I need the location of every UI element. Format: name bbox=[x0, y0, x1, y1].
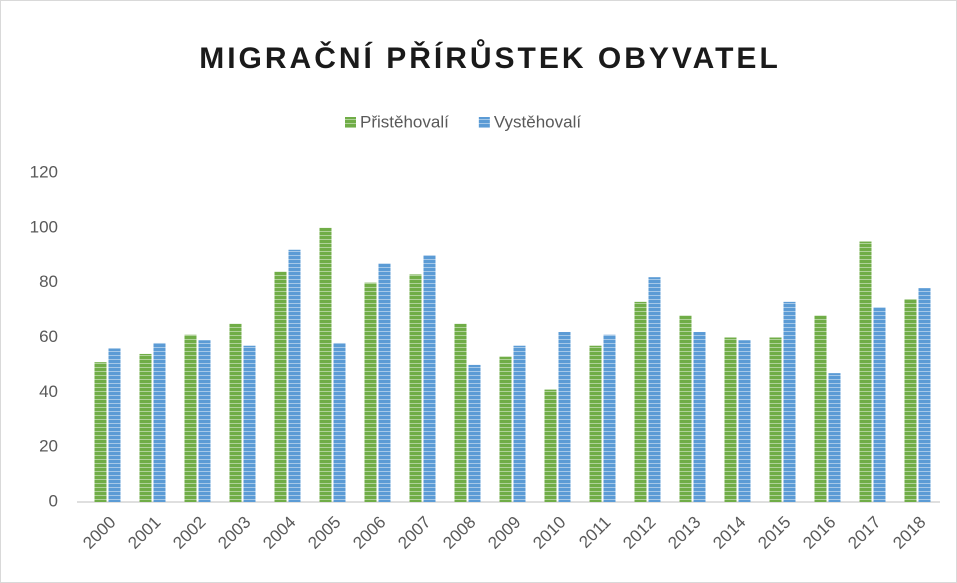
bar bbox=[904, 299, 917, 502]
bar bbox=[468, 364, 481, 502]
bar bbox=[108, 348, 121, 502]
bar bbox=[243, 345, 256, 502]
bar bbox=[423, 255, 436, 502]
legend-swatch bbox=[345, 117, 356, 128]
chart-title: MIGRAČNÍ PŘÍRŮSTEK OBYVATEL bbox=[199, 39, 781, 75]
bar bbox=[918, 288, 931, 502]
bar bbox=[859, 241, 872, 502]
y-tick-label: 80 bbox=[39, 272, 58, 291]
bar bbox=[738, 340, 751, 502]
bar bbox=[229, 323, 242, 502]
bar bbox=[634, 301, 647, 502]
bar bbox=[198, 340, 211, 502]
legend-swatch bbox=[478, 117, 490, 128]
bar bbox=[333, 342, 346, 502]
bar bbox=[724, 337, 737, 502]
bar bbox=[378, 263, 391, 502]
bar bbox=[589, 345, 602, 502]
bar bbox=[94, 362, 107, 502]
y-tick-label: 120 bbox=[30, 162, 58, 181]
bar bbox=[679, 315, 692, 502]
y-tick-label: 40 bbox=[39, 382, 58, 401]
bar bbox=[454, 323, 467, 502]
bar bbox=[184, 334, 197, 502]
bar bbox=[364, 282, 377, 502]
bar bbox=[648, 277, 661, 502]
bar bbox=[783, 301, 796, 502]
bar bbox=[828, 373, 841, 502]
bar bbox=[274, 271, 287, 502]
y-tick-label: 0 bbox=[49, 491, 58, 510]
legend-label: Vystěhovalí bbox=[494, 112, 582, 131]
y-tick-label: 60 bbox=[39, 327, 58, 346]
bar bbox=[288, 249, 301, 502]
bar bbox=[319, 227, 332, 503]
bar bbox=[693, 332, 706, 502]
bar bbox=[603, 334, 616, 502]
bar bbox=[544, 389, 557, 502]
y-tick-label: 100 bbox=[30, 217, 58, 236]
bar bbox=[513, 345, 526, 502]
bar bbox=[873, 307, 886, 502]
bar bbox=[153, 342, 166, 502]
bar bbox=[814, 315, 827, 502]
bar bbox=[769, 337, 782, 502]
bar bbox=[499, 356, 512, 502]
bar bbox=[139, 353, 152, 502]
y-tick-label: 20 bbox=[39, 437, 58, 456]
bar bbox=[409, 274, 422, 502]
bar bbox=[558, 332, 571, 502]
legend-label: Přistěhovalí bbox=[360, 112, 449, 131]
